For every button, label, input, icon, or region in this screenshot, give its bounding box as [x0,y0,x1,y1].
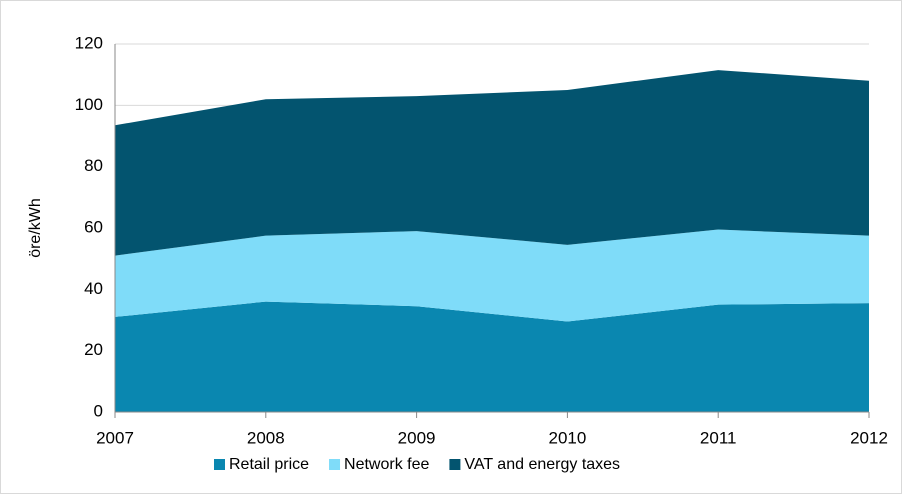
x-tick-label: 2007 [96,428,134,447]
y-tick-label: 120 [75,33,103,52]
areas [115,70,869,412]
y-tick-label: 80 [84,156,103,175]
y-tick-label: 0 [94,401,103,420]
y-tick-label: 20 [84,340,103,359]
axes: 0 20 40 60 80 100 120 2007 2008 2009 2010 2011 2012 [75,33,888,447]
x-tick-label: 2011 [700,428,737,447]
legend-label: VAT and energy taxes [464,456,620,473]
area [115,70,869,256]
area [115,229,869,322]
x-tick-label: 2010 [548,428,586,447]
x-tick-label: 2008 [247,428,285,447]
legend-swatch [214,459,225,470]
legend-swatch [449,459,461,470]
legend-label: Network fee [344,456,429,473]
legend-swatch [329,459,341,470]
y-tick-label: 40 [84,279,103,298]
area [115,301,869,412]
y-axis-label: öre/kWh [27,198,44,258]
x-tick-label: 2009 [398,428,436,447]
y-tick-label: 100 [75,95,103,114]
y-tick-label: 60 [84,217,103,236]
legend: Retail price Network fee VAT and energy ta… [214,456,620,473]
legend-label: Retail price [229,456,309,473]
x-tick-label: 2012 [850,428,888,447]
